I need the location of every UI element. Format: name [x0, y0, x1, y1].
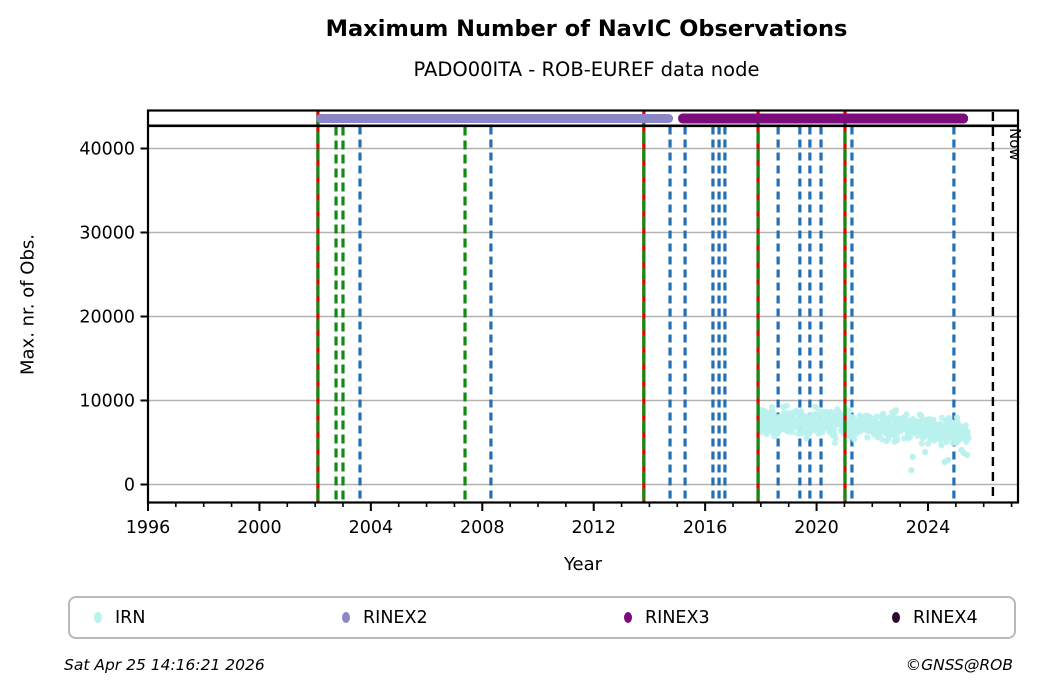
- x-tick-label: 2004: [349, 518, 394, 538]
- availability-bars: [315, 113, 969, 124]
- firmware-change-lines: [358, 126, 956, 502]
- irn-outlier-point: [963, 451, 971, 459]
- legend-label: RINEX3: [645, 607, 710, 628]
- x-tick-label: 2016: [683, 518, 728, 538]
- legend-item-irn: IRN: [94, 598, 145, 637]
- y-tick-label: 0: [124, 476, 135, 496]
- irn-point: [832, 435, 839, 442]
- irn-point: [864, 434, 871, 441]
- x-tick-label: 1996: [126, 518, 171, 538]
- legend-label: RINEX2: [363, 607, 428, 628]
- availability-bar-rinex2: [315, 114, 674, 123]
- irn-outlier-point: [909, 453, 916, 461]
- irn-outlier-point: [922, 448, 929, 456]
- legend-marker-icon: [624, 612, 632, 623]
- y-tick-label: 10000: [79, 392, 135, 412]
- x-axis-label: Year: [563, 554, 603, 575]
- copyright: ©GNSS@ROB: [905, 656, 1013, 674]
- legend-label: RINEX4: [913, 607, 978, 628]
- y-axis-ticks: 0 10000 20000 30000 40000: [79, 140, 148, 496]
- x-tick-label: 2012: [571, 518, 616, 538]
- chart-title: Maximum Number of NavIC Observations: [325, 16, 848, 42]
- irn-point: [900, 435, 908, 442]
- irn-point: [819, 428, 826, 436]
- plot-area: Now 1996 2000 2004 2008 2012 2016 2020 2024 0 1000…: [79, 109, 1024, 538]
- irn-point: [903, 411, 910, 418]
- plot-border: [146, 109, 1020, 504]
- x-tick-label: 2000: [237, 518, 282, 538]
- irn-point: [783, 402, 790, 409]
- receiver-antenna-change-lines: [316, 111, 847, 502]
- y-tick-label: 20000: [79, 308, 135, 328]
- y-gridlines: [148, 147, 1018, 486]
- availability-bar-rinex3: [678, 113, 969, 124]
- legend-item-rinex3: RINEX3: [624, 598, 710, 637]
- irn-outlier-point: [908, 467, 915, 474]
- irn-point: [806, 430, 813, 437]
- now-label: Now: [1006, 128, 1024, 161]
- irn-outlier-point: [945, 456, 952, 464]
- y-tick-label: 30000: [79, 224, 135, 244]
- now-marker: Now: [991, 112, 1024, 502]
- irn-point: [918, 440, 925, 447]
- y-tick-label: 40000: [79, 140, 135, 160]
- irn-point: [814, 405, 821, 412]
- legend: IRN RINEX2 RINEX3 RINEX4: [68, 596, 1016, 639]
- x-tick-label: 2024: [906, 518, 951, 538]
- x-tick-label: 2008: [460, 518, 505, 538]
- irn-points: [756, 402, 972, 474]
- timestamp: Sat Apr 25 14:16:21 2026: [64, 656, 265, 674]
- receiver-change-lines: [334, 126, 467, 502]
- legend-marker-icon: [892, 612, 900, 623]
- irn-point: [943, 439, 950, 446]
- legend-marker-icon: [342, 612, 350, 623]
- irn-point: [938, 442, 945, 449]
- irn-point: [789, 429, 796, 436]
- irn-point: [965, 434, 972, 442]
- legend-item-rinex2: RINEX2: [342, 598, 428, 637]
- irn-point: [846, 407, 853, 414]
- irn-point: [894, 437, 901, 444]
- x-tick-label: 2020: [794, 518, 839, 538]
- chart-subtitle: PADO00ITA - ROB-EUREF data node: [413, 58, 760, 81]
- legend-item-rinex4: RINEX4: [892, 598, 978, 637]
- irn-point: [851, 436, 858, 443]
- irn-point: [893, 407, 900, 414]
- irn-point: [768, 404, 776, 411]
- irn-point: [907, 433, 914, 440]
- legend-label: IRN: [115, 607, 146, 628]
- irn-point: [962, 422, 969, 429]
- irn-point: [798, 408, 805, 415]
- x-axis-ticks: 1996 2000 2004 2008 2012 2016 2020 2024: [126, 502, 1013, 538]
- legend-marker-icon: [94, 612, 102, 623]
